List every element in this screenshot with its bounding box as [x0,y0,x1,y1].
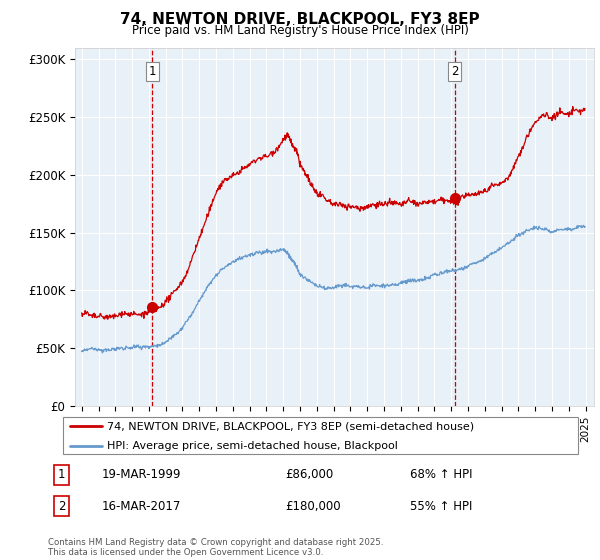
Text: Price paid vs. HM Land Registry's House Price Index (HPI): Price paid vs. HM Land Registry's House … [131,24,469,36]
Text: HPI: Average price, semi-detached house, Blackpool: HPI: Average price, semi-detached house,… [107,441,398,451]
Text: 2: 2 [58,500,65,512]
Text: 74, NEWTON DRIVE, BLACKPOOL, FY3 8EP (semi-detached house): 74, NEWTON DRIVE, BLACKPOOL, FY3 8EP (se… [107,421,474,431]
Text: 68% ↑ HPI: 68% ↑ HPI [410,468,472,482]
Text: 2: 2 [451,65,458,78]
Text: £180,000: £180,000 [286,500,341,512]
Text: 19-MAR-1999: 19-MAR-1999 [102,468,182,482]
Text: 1: 1 [58,468,65,482]
Text: 1: 1 [149,65,156,78]
Text: Contains HM Land Registry data © Crown copyright and database right 2025.
This d: Contains HM Land Registry data © Crown c… [48,538,383,557]
Text: £86,000: £86,000 [286,468,334,482]
Text: 55% ↑ HPI: 55% ↑ HPI [410,500,472,512]
FancyBboxPatch shape [62,417,578,454]
Text: 74, NEWTON DRIVE, BLACKPOOL, FY3 8EP: 74, NEWTON DRIVE, BLACKPOOL, FY3 8EP [120,12,480,27]
Text: 16-MAR-2017: 16-MAR-2017 [102,500,181,512]
